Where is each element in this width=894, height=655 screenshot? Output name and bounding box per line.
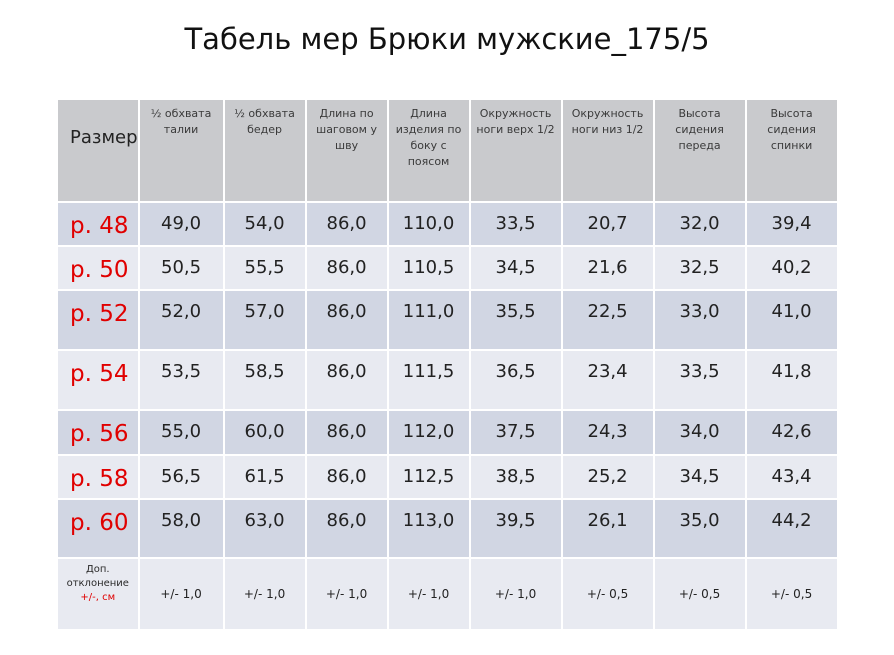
table-cell: 32,0 xyxy=(654,203,745,245)
tolerance-label-text: Доп. отклонение xyxy=(66,564,129,589)
table-cell: 61,5 xyxy=(224,456,305,498)
table-cell: 60,0 xyxy=(224,411,305,454)
table-cell: 34,5 xyxy=(654,456,745,498)
table-cell: 111,5 xyxy=(388,351,469,409)
table-cell: 56,5 xyxy=(139,456,223,498)
table-row: р. 52 52,0 57,0 86,0 111,0 35,5 22,5 33,… xyxy=(58,291,837,349)
table-cell: 36,5 xyxy=(470,351,561,409)
tolerance-cell: +/- 0,5 xyxy=(746,559,837,629)
table-cell: 86,0 xyxy=(306,456,387,498)
table-cell: 86,0 xyxy=(306,500,387,557)
table-cell: 63,0 xyxy=(224,500,305,557)
column-header-waist: ½ обхвата талии xyxy=(139,100,223,201)
table-cell: 42,6 xyxy=(746,411,837,454)
table-row: р. 58 56,5 61,5 86,0 112,5 38,5 25,2 34,… xyxy=(58,456,837,498)
table-cell: 32,5 xyxy=(654,247,745,289)
table-cell: 55,0 xyxy=(139,411,223,454)
table-row: р. 54 53,5 58,5 86,0 111,5 36,5 23,4 33,… xyxy=(58,351,837,409)
table-cell: 110,5 xyxy=(388,247,469,289)
table-cell: 33,0 xyxy=(654,291,745,349)
tolerance-row: Доп. отклонение +/-, см +/- 1,0 +/- 1,0 … xyxy=(58,559,837,629)
table-cell: 39,4 xyxy=(746,203,837,245)
table-cell: 37,5 xyxy=(470,411,561,454)
table-cell: 34,5 xyxy=(470,247,561,289)
table-cell: 57,0 xyxy=(224,291,305,349)
table-cell: 110,0 xyxy=(388,203,469,245)
page-title: Табель мер Брюки мужские_175/5 xyxy=(184,22,710,56)
table-row: р. 50 50,5 55,5 86,0 110,5 34,5 21,6 32,… xyxy=(58,247,837,289)
table-cell: 86,0 xyxy=(306,291,387,349)
table-cell: 39,5 xyxy=(470,500,561,557)
table-cell: 58,5 xyxy=(224,351,305,409)
size-label: р. 54 xyxy=(58,351,138,409)
size-column-header: Размер xyxy=(58,100,138,201)
tolerance-label: Доп. отклонение +/-, см xyxy=(58,559,138,629)
table-cell: 86,0 xyxy=(306,351,387,409)
table-row: р. 56 55,0 60,0 86,0 112,0 37,5 24,3 34,… xyxy=(58,411,837,454)
tolerance-cell: +/- 0,5 xyxy=(654,559,745,629)
column-header-leg-bottom: Окружность ноги низ 1/2 xyxy=(562,100,653,201)
table-cell: 86,0 xyxy=(306,203,387,245)
table-cell: 52,0 xyxy=(139,291,223,349)
size-label: р. 48 xyxy=(58,203,138,245)
table-cell: 41,8 xyxy=(746,351,837,409)
table-row: р. 60 58,0 63,0 86,0 113,0 39,5 26,1 35,… xyxy=(58,500,837,557)
table-cell: 33,5 xyxy=(470,203,561,245)
column-header-hips: ½ обхвата бедер xyxy=(224,100,305,201)
size-label: р. 56 xyxy=(58,411,138,454)
column-header-side-length: Длина изделия по боку с поясом xyxy=(388,100,469,201)
tolerance-cell: +/- 1,0 xyxy=(306,559,387,629)
table-cell: 35,0 xyxy=(654,500,745,557)
table-cell: 44,2 xyxy=(746,500,837,557)
table-cell: 113,0 xyxy=(388,500,469,557)
table-row: р. 48 49,0 54,0 86,0 110,0 33,5 20,7 32,… xyxy=(58,203,837,245)
size-label: р. 52 xyxy=(58,291,138,349)
table-cell: 54,0 xyxy=(224,203,305,245)
tolerance-cell: +/- 1,0 xyxy=(388,559,469,629)
table-cell: 43,4 xyxy=(746,456,837,498)
table-cell: 23,4 xyxy=(562,351,653,409)
table-cell: 33,5 xyxy=(654,351,745,409)
table-cell: 55,5 xyxy=(224,247,305,289)
table-cell: 24,3 xyxy=(562,411,653,454)
table-cell: 112,5 xyxy=(388,456,469,498)
table-cell: 25,2 xyxy=(562,456,653,498)
table-cell: 21,6 xyxy=(562,247,653,289)
size-label: р. 60 xyxy=(58,500,138,557)
table-cell: 86,0 xyxy=(306,411,387,454)
table-cell: 34,0 xyxy=(654,411,745,454)
table-cell: 22,5 xyxy=(562,291,653,349)
table-cell: 50,5 xyxy=(139,247,223,289)
tolerance-unit: +/-, см xyxy=(80,592,116,603)
table-cell: 49,0 xyxy=(139,203,223,245)
table-cell: 111,0 xyxy=(388,291,469,349)
column-header-front-rise: Высота сидения переда xyxy=(654,100,745,201)
measurement-table: Размер ½ обхвата талии ½ обхвата бедер Д… xyxy=(56,98,839,631)
table-cell: 86,0 xyxy=(306,247,387,289)
tolerance-cell: +/- 0,5 xyxy=(562,559,653,629)
column-header-inseam: Длина по шаговом у шву xyxy=(306,100,387,201)
tolerance-cell: +/- 1,0 xyxy=(224,559,305,629)
table-cell: 20,7 xyxy=(562,203,653,245)
column-header-leg-top: Окружность ноги верх 1/2 xyxy=(470,100,561,201)
table-cell: 41,0 xyxy=(746,291,837,349)
header-row: Размер ½ обхвата талии ½ обхвата бедер Д… xyxy=(58,100,837,201)
size-label: р. 58 xyxy=(58,456,138,498)
table-cell: 38,5 xyxy=(470,456,561,498)
tolerance-cell: +/- 1,0 xyxy=(139,559,223,629)
table-cell: 26,1 xyxy=(562,500,653,557)
table-cell: 40,2 xyxy=(746,247,837,289)
table-cell: 112,0 xyxy=(388,411,469,454)
column-header-back-rise: Высота сидения спинки xyxy=(746,100,837,201)
table-cell: 58,0 xyxy=(139,500,223,557)
size-label: р. 50 xyxy=(58,247,138,289)
table-cell: 35,5 xyxy=(470,291,561,349)
tolerance-cell: +/- 1,0 xyxy=(470,559,561,629)
table-cell: 53,5 xyxy=(139,351,223,409)
